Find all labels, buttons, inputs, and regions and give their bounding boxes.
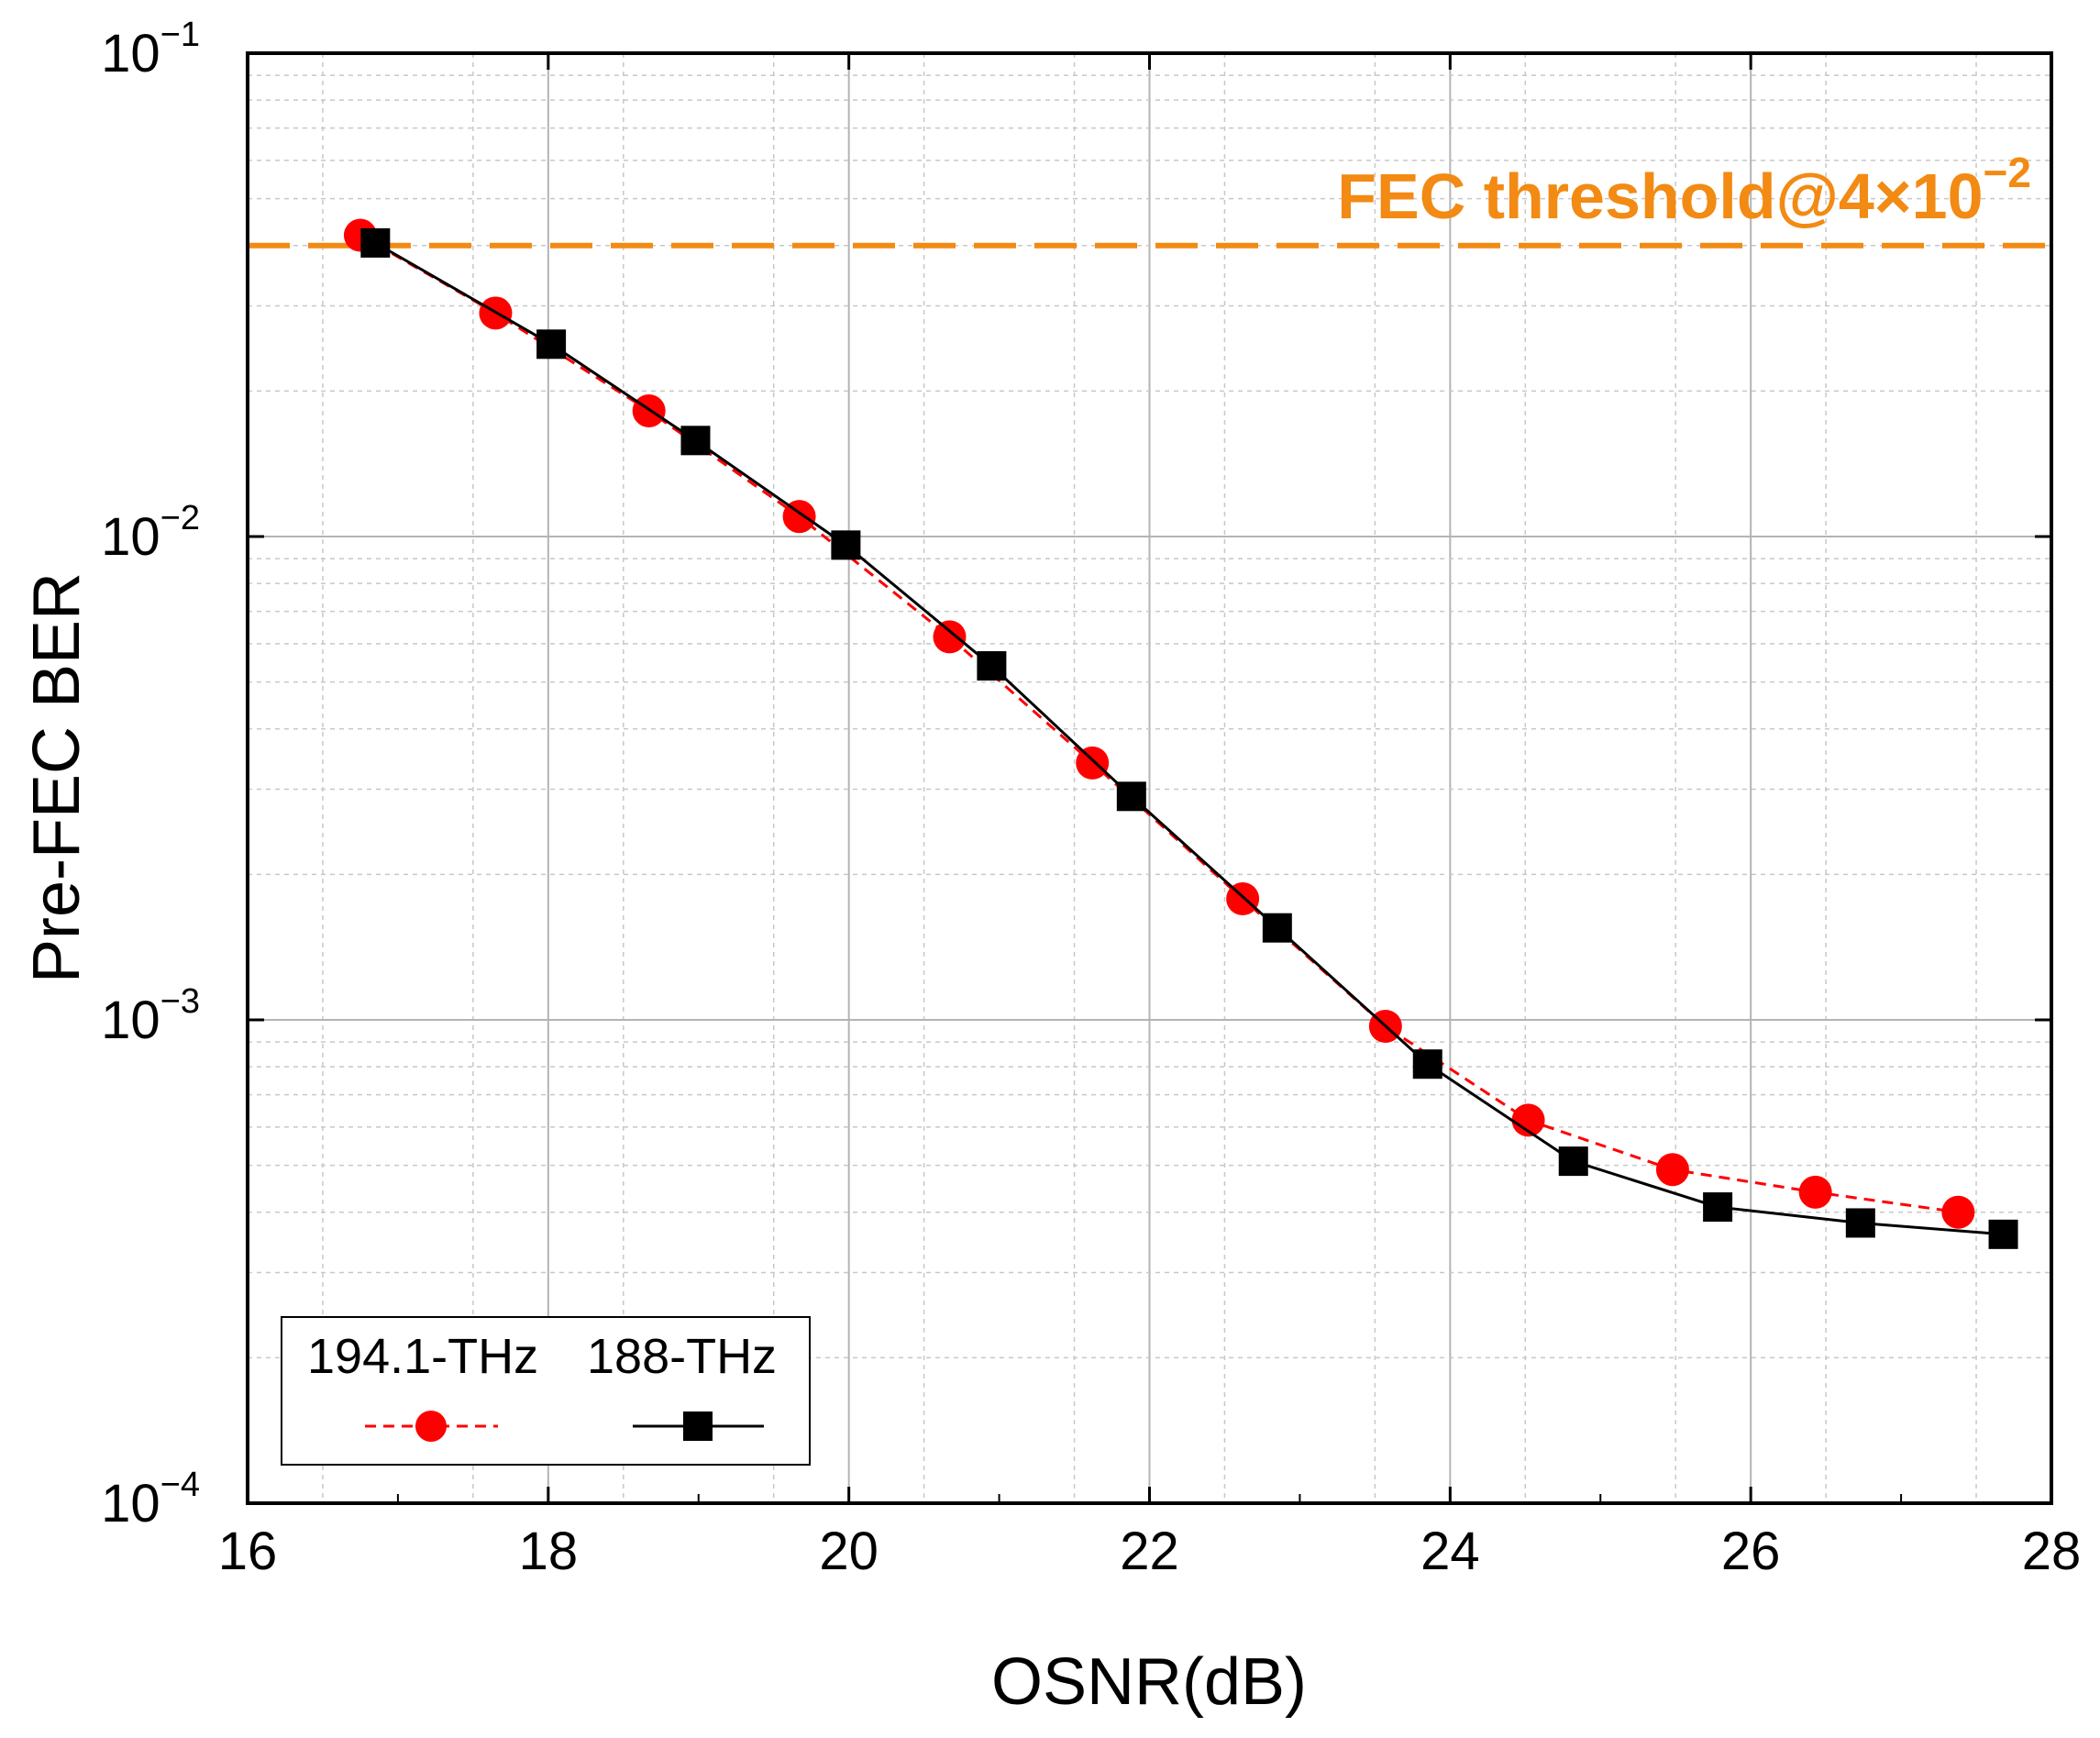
data-point-188-thz [1412,1049,1442,1079]
y-tick-label: 10−2 [101,499,200,567]
series-line-194-1-thz [359,234,1959,1214]
svg-text:FEC threshold@4×10−2: FEC threshold@4×10−2 [1337,149,2031,232]
data-point-188-thz [1116,781,1146,812]
threshold-label: FEC threshold@4×10−2 [1337,149,2031,232]
data-point-194-1-thz [1076,746,1110,780]
data-point-194-1-thz [1798,1175,1832,1209]
data-point-188-thz [831,530,861,560]
y-axis-label: Pre-FEC BER [20,572,94,983]
data-point-194-1-thz [1941,1195,1975,1229]
x-tick-label: 22 [1120,1522,1179,1581]
data-point-194-1-thz [933,620,967,654]
x-tick-label: 16 [218,1522,278,1581]
data-point-188-thz [1558,1146,1588,1177]
legend-entry-188-thz: 188-THz [587,1329,777,1384]
series-layer [343,218,2018,1249]
legend-box [281,1316,811,1466]
y-tick-label: 10−3 [101,982,200,1050]
axis-ticks: 16 18 20 22 24 26 28 10−1 10−2 10−3 10−4 [101,16,2081,1581]
x-tick-label: 20 [819,1522,879,1581]
data-point-188-thz [1703,1192,1733,1223]
data-point-188-thz [1988,1219,2018,1249]
data-point-188-thz [680,426,711,456]
y-tick-label: 10−1 [101,16,200,83]
legend-marker-194-thz [415,1411,447,1442]
legend-marker-188-thz [683,1411,713,1441]
threshold-label-text: FEC threshold@4×10 [1337,161,1983,232]
y-tick-label: 10−4 [101,1466,200,1533]
data-point-194-1-thz [1655,1153,1689,1187]
grid [248,53,2051,1503]
legend: 194.1-THz 188-THz [281,1316,811,1466]
x-axis-label: OSNR(dB) [991,1645,1307,1719]
data-point-188-thz [977,651,1007,681]
data-point-188-thz [536,329,567,360]
x-tick-label: 26 [1721,1522,1781,1581]
data-point-188-thz [360,227,391,258]
threshold-label-exponent: −2 [1984,149,2031,196]
legend-entry-194-thz: 194.1-THz [307,1329,538,1384]
series-188-thz [360,227,2018,1249]
data-point-188-thz [1262,913,1292,943]
x-tick-label: 24 [1420,1522,1480,1581]
x-tick-label: 18 [519,1522,579,1581]
data-point-188-thz [1845,1208,1875,1238]
x-tick-label: 28 [2022,1522,2082,1581]
data-point-194-1-thz [1511,1103,1545,1137]
series-line-188-thz [374,241,2004,1236]
